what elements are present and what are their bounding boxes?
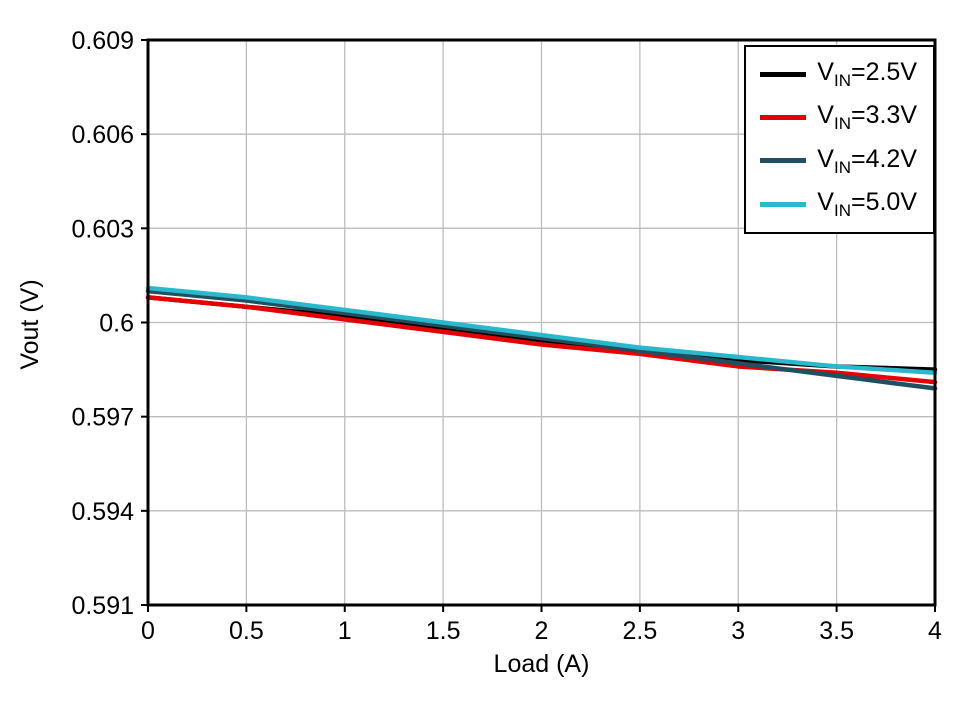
chart-line [145,285,938,375]
x-tick-label: 4 [928,617,942,645]
x-tick-label: 3 [731,617,745,645]
x-tick-label: 3.5 [819,617,854,645]
legend-item: VIN=3.3V [760,100,917,134]
x-axis-label: Load (A) [493,650,590,678]
legend-label: VIN=5.0V [817,188,917,221]
y-tick-label: 0.6 [99,310,134,338]
chart-line [145,288,938,391]
legend-label: VIN=4.2V [817,144,917,177]
legend-swatch [760,201,807,207]
y-tick-label: 0.606 [71,121,134,149]
y-tick-label: 0.609 [71,27,134,55]
legend-label: VIN=3.3V [817,101,917,134]
y-tick-labels: 0.591 0.594 0.597 0.6 0.603 0.606 0.609 [71,27,134,620]
x-tick-label: 1.5 [426,617,461,645]
legend: VIN=2.5V VIN=3.3V VIN=4.2V VIN=5.0V [744,45,935,234]
y-axis-label: Vout (V) [16,279,44,370]
x-tick-label: 1 [338,617,352,645]
x-tick-labels: 0 0.5 1 1.5 2 2.5 3 3.5 4 [141,617,942,645]
y-tick-label: 0.603 [71,215,134,243]
y-tick-label: 0.591 [71,592,134,620]
x-tick-label: 0.5 [229,617,264,645]
legend-item: VIN=2.5V [760,57,917,91]
legend-swatch [760,71,807,77]
x-tick-label: 0 [141,617,155,645]
series-lines [145,285,938,391]
y-tick-label: 0.597 [71,404,134,432]
y-tick-label: 0.594 [71,498,134,526]
legend-label: VIN=2.5V [817,58,917,90]
legend-swatch [760,158,807,164]
x-tick-label: 2 [535,617,549,645]
tick-marks [141,39,936,612]
x-tick-label: 2.5 [622,617,657,645]
legend-item: VIN=4.2V [760,144,917,178]
legend-swatch [760,115,807,121]
legend-item: VIN=5.0V [760,187,917,221]
